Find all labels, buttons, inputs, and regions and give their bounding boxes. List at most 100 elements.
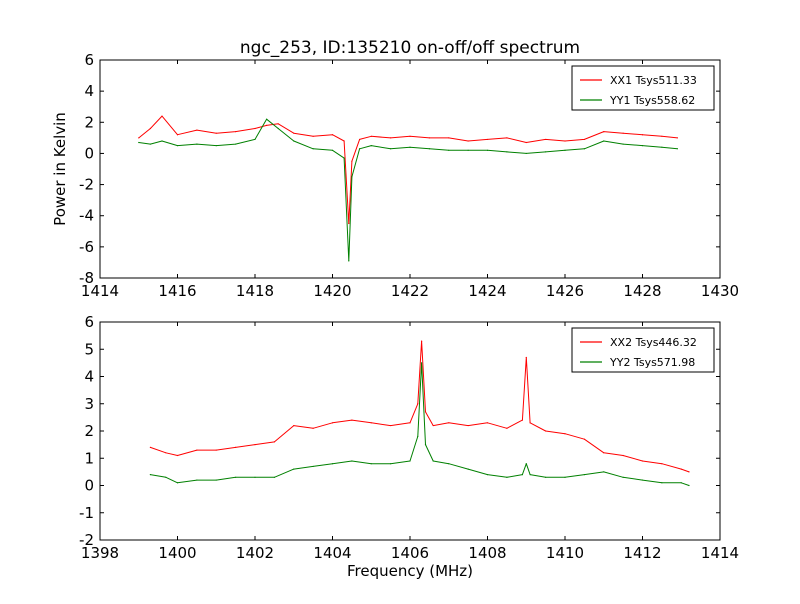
data-point <box>564 140 566 142</box>
data-point <box>688 484 690 487</box>
data-point <box>331 463 334 465</box>
data-point <box>661 146 663 148</box>
data-point <box>676 137 678 139</box>
data-point <box>293 140 295 142</box>
y-tick-label: -2 <box>79 531 94 549</box>
y-tick-label: 4 <box>84 368 94 386</box>
data-point <box>312 427 314 429</box>
data-point <box>641 460 644 462</box>
legend: XX1 Tsys511.33 YY1 Tsys558.62 <box>571 65 715 111</box>
data-point <box>351 419 353 421</box>
data-point <box>448 463 450 465</box>
data-point <box>312 148 314 150</box>
y-tick-label: 1 <box>84 449 94 467</box>
data-point <box>370 135 372 137</box>
data-point <box>409 422 411 424</box>
data-point <box>676 148 678 150</box>
data-point <box>688 471 690 473</box>
y-tick-label: -4 <box>79 207 94 225</box>
data-point <box>486 422 489 424</box>
data-point <box>176 482 179 484</box>
data-point <box>409 460 411 462</box>
x-tick-label: 1424 <box>468 282 506 300</box>
data-point <box>421 362 423 364</box>
data-point <box>370 422 372 424</box>
data-point <box>176 145 179 147</box>
x-tick-label: 1404 <box>313 544 351 562</box>
data-point <box>486 149 489 151</box>
x-tick-label: 1398 <box>81 544 119 562</box>
data-point <box>545 476 547 478</box>
y-tick-label: 0 <box>84 477 94 495</box>
data-point <box>161 140 163 142</box>
data-point <box>235 143 237 145</box>
x-tick-label: 1402 <box>236 544 274 562</box>
data-point <box>432 460 434 462</box>
data-point <box>545 151 547 153</box>
data-point <box>348 260 350 262</box>
data-point <box>417 403 419 405</box>
data-point <box>149 446 151 448</box>
data-point <box>149 127 151 130</box>
legend-label: XX2 Tsys446.32 <box>610 336 697 349</box>
y-tick-label: 2 <box>84 422 94 440</box>
x-tick-label: 1414 <box>81 282 119 300</box>
y-tick-label: -6 <box>79 238 94 256</box>
data-point <box>370 145 372 147</box>
data-point <box>467 140 469 142</box>
legend-box <box>571 327 715 373</box>
data-point <box>428 148 430 150</box>
data-point <box>215 132 217 134</box>
x-tick-label: 1406 <box>391 544 429 562</box>
data-point <box>331 149 334 151</box>
data-point <box>149 143 151 145</box>
legend-label: YY2 Tsys571.98 <box>609 356 695 369</box>
data-point <box>680 468 682 470</box>
legend-box <box>571 65 715 111</box>
data-point <box>641 479 644 481</box>
data-point <box>521 419 523 421</box>
data-point <box>351 160 353 162</box>
data-point <box>661 463 663 465</box>
data-point <box>525 463 527 465</box>
data-point <box>312 135 314 137</box>
data-point <box>254 138 256 141</box>
data-point <box>235 446 237 448</box>
data-point <box>467 149 469 151</box>
data-point <box>312 465 314 468</box>
x-tick-label: 1412 <box>623 544 661 562</box>
x-tick-label: 1414 <box>701 544 739 562</box>
data-point <box>545 138 547 141</box>
x-tick-label: 1428 <box>623 282 661 300</box>
data-point <box>564 433 566 435</box>
data-point <box>351 460 353 462</box>
y-tick-label: 3 <box>84 395 94 413</box>
data-point <box>196 143 198 145</box>
data-point <box>622 132 624 134</box>
data-point <box>293 468 295 470</box>
legend-label: XX1 Tsys511.33 <box>610 74 697 87</box>
data-point <box>583 148 585 150</box>
y-tick-label: -8 <box>79 269 94 287</box>
x-tick-label: 1410 <box>546 544 584 562</box>
data-point <box>428 137 430 139</box>
data-point <box>521 474 523 476</box>
data-point <box>448 137 450 139</box>
data-point <box>603 140 605 142</box>
data-point <box>525 141 527 144</box>
data-point <box>331 422 334 424</box>
data-point <box>161 115 163 117</box>
data-point <box>448 422 450 424</box>
data-point <box>564 149 566 151</box>
data-point <box>215 449 217 451</box>
data-point <box>273 441 275 443</box>
data-point <box>149 474 151 476</box>
data-point <box>359 148 361 150</box>
y-tick-label: 6 <box>84 51 94 69</box>
data-point <box>583 438 585 440</box>
data-point <box>235 476 237 478</box>
data-point <box>138 137 140 139</box>
data-point <box>359 138 361 141</box>
legend-label: YY1 Tsys558.62 <box>609 94 695 107</box>
y-tick-label: 4 <box>84 82 94 100</box>
